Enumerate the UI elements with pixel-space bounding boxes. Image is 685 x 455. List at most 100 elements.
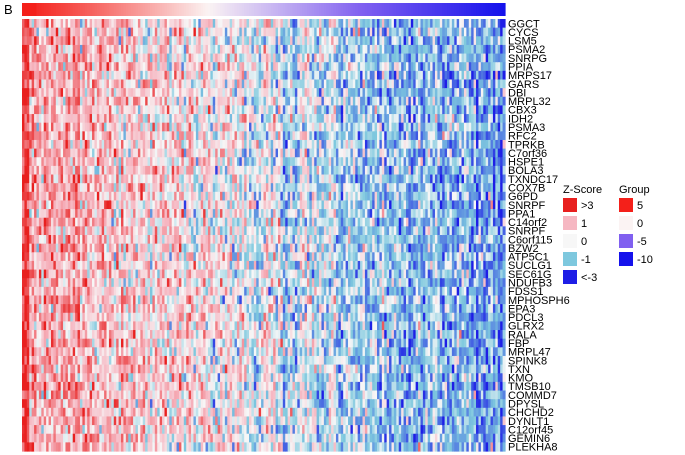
group-annotation-cell <box>188 3 192 16</box>
heatmap-cell <box>77 295 81 305</box>
heatmap-cell <box>188 217 192 227</box>
heatmap-cell <box>220 243 224 253</box>
heatmap-cell <box>65 165 69 176</box>
heatmap-cell <box>135 88 139 98</box>
heatmap-cell <box>22 200 26 210</box>
heatmap-cell <box>38 183 42 193</box>
heatmap-cell <box>29 286 33 297</box>
heatmap-cell <box>203 338 207 348</box>
heatmap-cell <box>183 44 187 55</box>
heatmap-cell <box>70 381 74 392</box>
heatmap-cell <box>217 88 221 98</box>
heatmap-cell <box>147 114 151 124</box>
heatmap-cell <box>87 79 91 89</box>
heatmap-cell <box>70 131 74 141</box>
heatmap-cell <box>133 373 137 383</box>
heatmap-cell <box>162 96 166 106</box>
heatmap-cell <box>128 442 132 452</box>
heatmap-cell <box>58 355 62 366</box>
heatmap-cell <box>22 183 26 193</box>
heatmap-cell <box>31 330 35 340</box>
heatmap-cell <box>251 165 255 176</box>
heatmap-cell <box>94 381 98 392</box>
heatmap-cell <box>198 191 202 202</box>
heatmap-cell <box>145 399 149 409</box>
heatmap-cell <box>205 131 209 141</box>
heatmap-cell <box>63 347 67 357</box>
group-annotation-cell <box>82 3 86 16</box>
heatmap-cell <box>104 278 108 288</box>
heatmap-cell <box>195 235 199 245</box>
group-annotation-cell <box>50 3 54 16</box>
heatmap-cell <box>106 70 110 81</box>
heatmap-cell <box>111 36 115 46</box>
heatmap-cell <box>128 399 132 409</box>
heatmap-cell <box>222 114 226 124</box>
heatmap-cell <box>96 174 100 184</box>
heatmap-cell <box>84 243 88 253</box>
heatmap-cell <box>106 105 110 115</box>
heatmap-cell <box>82 53 86 63</box>
group-annotation-cell <box>99 3 103 16</box>
heatmap-cell <box>128 416 132 426</box>
heatmap-cell <box>166 381 170 392</box>
heatmap-cell <box>128 139 132 150</box>
heatmap-cell <box>26 381 30 392</box>
heatmap-cell <box>241 70 245 81</box>
heatmap-cell <box>24 27 28 37</box>
heatmap-cell <box>236 235 240 245</box>
heatmap-cell <box>104 79 108 89</box>
heatmap-cell <box>108 295 112 305</box>
heatmap-cell <box>205 70 209 81</box>
group-annotation-cell <box>140 3 144 16</box>
heatmap-cell <box>232 19 236 29</box>
heatmap-cell <box>34 347 38 357</box>
heatmap-cell <box>128 243 132 253</box>
heatmap-cell <box>65 442 69 452</box>
heatmap-cell <box>193 330 197 340</box>
heatmap-cell <box>135 416 139 426</box>
group-annotation-cell <box>292 3 296 16</box>
heatmap-cell <box>104 347 108 357</box>
heatmap-cell <box>212 321 216 331</box>
heatmap-cell <box>162 88 166 98</box>
heatmap-cell <box>77 416 81 426</box>
heatmap-cell <box>82 200 86 210</box>
heatmap-cell <box>217 338 221 348</box>
heatmap-cell <box>26 174 30 184</box>
heatmap-cell <box>145 416 149 426</box>
heatmap-cell <box>108 27 112 37</box>
heatmap-cell <box>145 122 149 132</box>
heatmap-cell <box>130 122 134 132</box>
heatmap-cell <box>31 312 35 322</box>
heatmap-cell <box>133 148 137 158</box>
heatmap-cell <box>116 312 120 322</box>
heatmap-cell <box>72 364 76 374</box>
heatmap-cell <box>130 260 134 271</box>
heatmap-cell <box>157 304 161 314</box>
heatmap-cell <box>113 330 117 340</box>
heatmap-cell <box>220 304 224 314</box>
heatmap-cell <box>135 148 139 158</box>
heatmap-cell <box>152 286 156 297</box>
heatmap-cell <box>41 381 45 392</box>
heatmap-cell <box>58 295 62 305</box>
heatmap-cell <box>239 364 243 374</box>
heatmap-cell <box>34 19 38 29</box>
heatmap-cell <box>193 114 197 124</box>
heatmap-cell <box>26 373 30 383</box>
heatmap-cell <box>50 295 54 305</box>
heatmap-cell <box>113 70 117 81</box>
heatmap-cell <box>157 122 161 132</box>
heatmap-cell <box>43 96 47 106</box>
heatmap-cell <box>116 79 120 89</box>
group-annotation-cell <box>461 3 465 16</box>
heatmap-cell <box>183 235 187 245</box>
heatmap-cell <box>210 139 214 150</box>
group-annotation-cell <box>338 3 342 16</box>
heatmap-cell <box>154 200 158 210</box>
heatmap-cell <box>46 148 50 158</box>
heatmap-cell <box>198 269 202 279</box>
heatmap-cell <box>166 44 170 55</box>
heatmap-cell <box>191 442 195 452</box>
